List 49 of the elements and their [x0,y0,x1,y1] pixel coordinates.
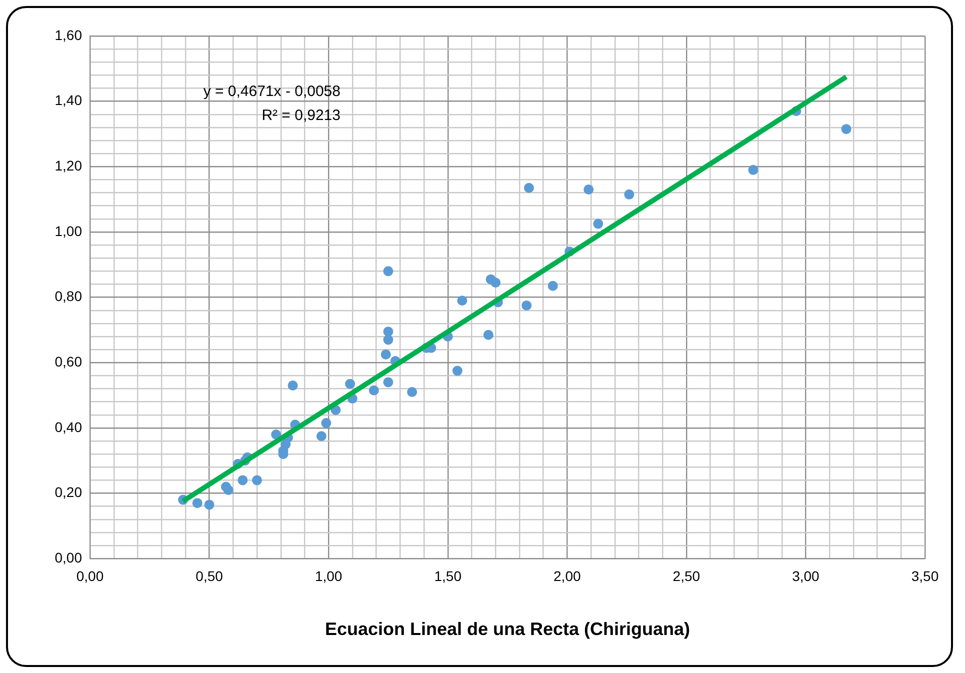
x-tick-label: 2,50 [672,568,700,584]
x-tick-label: 0,00 [76,568,104,584]
point [192,498,202,508]
point [407,387,418,398]
point [584,184,594,195]
point [457,296,468,306]
point [204,500,214,510]
point [368,385,379,396]
x-tick-label: 3,00 [792,568,820,584]
x-tick-label: 2,00 [554,568,581,584]
x-axis-title: Ecuacion Lineal de una Recta (Chiriguana) [324,619,690,640]
y-tick-label: 1,40 [54,92,82,108]
y-tick-label: 1,00 [54,222,82,239]
point [452,366,462,376]
point [483,330,494,340]
point [345,378,356,389]
point [490,278,501,288]
x-tick-label: 1,50 [434,568,462,584]
point [748,164,758,175]
annotation: R² = 0,9213 [262,107,340,124]
x-tick-label: 1,00 [314,568,342,584]
y-tick-label: 0,40 [54,418,82,435]
point [383,326,394,337]
y-tick-label: 0,80 [54,288,82,304]
point [288,380,298,390]
x-tick-label: 0,50 [196,568,224,584]
y-tick-label: 0,20 [54,484,82,500]
y-tick-label: 0,60 [54,353,82,370]
point [238,475,248,486]
point [383,266,394,276]
point [522,300,532,310]
point [841,124,852,134]
point [316,431,326,442]
point [548,280,558,291]
point [252,475,262,486]
annotation: y = 0,4671x - 0,0058 [203,83,340,100]
point [524,182,534,193]
y-tick-label: 1,20 [54,158,82,174]
point [624,189,634,200]
y-tick-label: 1,60 [54,26,82,43]
point [271,429,282,440]
point [593,218,604,229]
point [383,334,394,345]
point [223,485,234,496]
point [380,349,391,360]
point [321,418,332,428]
x-tick-label: 3,50 [911,568,939,584]
point [383,377,394,388]
y-tick-label: 0,00 [54,549,82,566]
